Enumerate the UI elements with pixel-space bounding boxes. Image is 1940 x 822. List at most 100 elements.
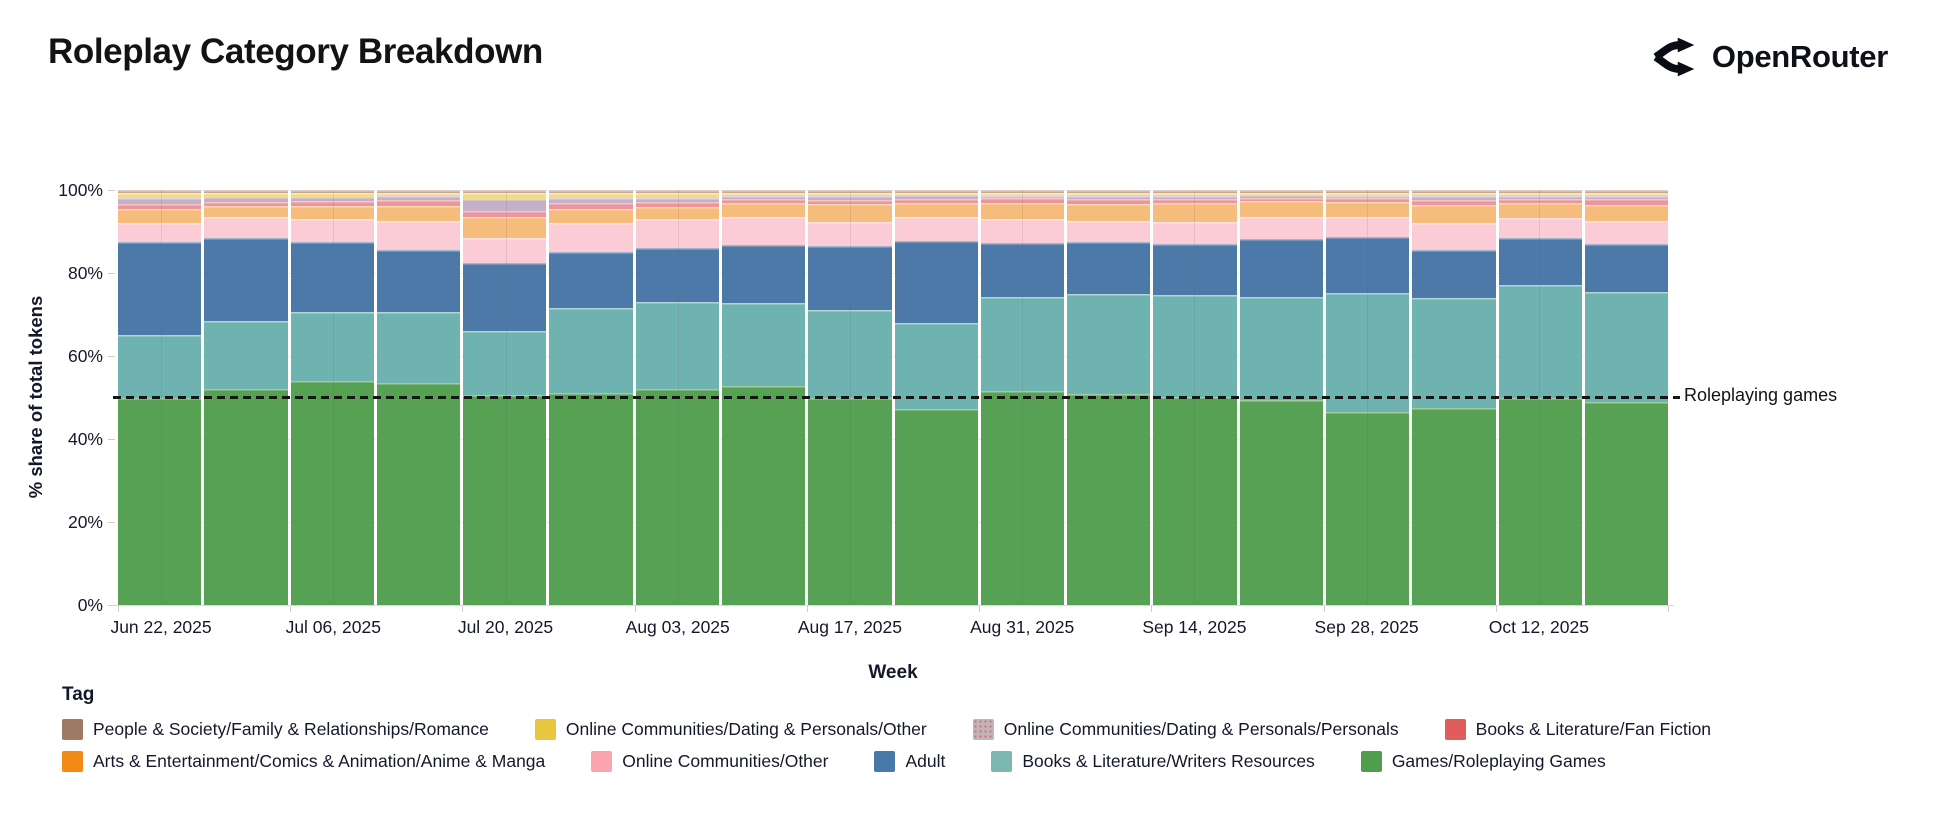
bar-segment-dating-other[interactable] [1325, 192, 1410, 196]
bar-segment-dating-other[interactable] [463, 192, 547, 200]
bar-segment-anime-manga[interactable] [1239, 200, 1323, 217]
bar-segment-romance[interactable] [808, 190, 892, 193]
bar-aug-17-2025[interactable] [808, 190, 892, 605]
bar-segment-romance[interactable] [894, 190, 978, 193]
bar-segment-roleplaying-games[interactable] [635, 389, 719, 605]
bar-segment-writers-resources[interactable] [1412, 297, 1496, 408]
bar-segment-roleplaying-games[interactable] [463, 395, 547, 605]
bar-segment-online-communities-other[interactable] [635, 219, 719, 249]
bar-segment-adult[interactable] [1239, 239, 1323, 298]
bar-segment-adult[interactable] [463, 262, 547, 332]
bar-segment-dating-personals[interactable] [1325, 195, 1410, 199]
bar-segment-fan-fiction[interactable] [721, 199, 806, 204]
bar-segment-roleplaying-games[interactable] [980, 390, 1065, 605]
bar-segment-writers-resources[interactable] [1498, 285, 1582, 398]
bar-segment-dating-other[interactable] [1498, 192, 1582, 196]
bar-segment-romance[interactable] [1325, 190, 1410, 193]
bar-segment-online-communities-other[interactable] [118, 223, 202, 242]
bar-segment-writers-resources[interactable] [980, 297, 1065, 391]
bar-segment-online-communities-other[interactable] [376, 221, 461, 251]
bar-segment-adult[interactable] [204, 237, 288, 321]
bar-segment-fan-fiction[interactable] [463, 210, 547, 218]
bar-segment-adult[interactable] [376, 250, 461, 313]
bar-segment-dating-other[interactable] [118, 192, 202, 198]
bar-segment-anime-manga[interactable] [1325, 202, 1410, 217]
bar-segment-dating-other[interactable] [1584, 192, 1669, 196]
bar-segment-writers-resources[interactable] [376, 312, 461, 383]
bar-segment-dating-personals[interactable] [1153, 195, 1237, 199]
bar-segment-roleplaying-games[interactable] [721, 385, 806, 605]
bar-segment-adult[interactable] [1584, 243, 1669, 292]
bar-segment-fan-fiction[interactable] [118, 203, 202, 209]
bar-segment-anime-manga[interactable] [118, 208, 202, 224]
bar-segment-dating-personals[interactable] [894, 195, 978, 199]
bar-segment-romance[interactable] [376, 190, 461, 193]
bar-segment-roleplaying-games[interactable] [204, 389, 288, 605]
bar-segment-writers-resources[interactable] [1239, 297, 1323, 400]
bar-segment-romance[interactable] [980, 190, 1065, 193]
bar-segment-adult[interactable] [1325, 237, 1410, 293]
bar-segment-dating-personals[interactable] [1067, 196, 1151, 200]
bar-segment-roleplaying-games[interactable] [1239, 400, 1323, 605]
bar-segment-online-communities-other[interactable] [808, 221, 892, 247]
bar-segment-dating-other[interactable] [721, 192, 806, 196]
bar-segment-roleplaying-games[interactable] [549, 393, 633, 605]
bar-segment-anime-manga[interactable] [1153, 203, 1237, 222]
legend-item-romance[interactable]: People & Society/Family & Relationships/… [62, 719, 489, 740]
bar-segment-romance[interactable] [290, 190, 374, 193]
bar-segment-roleplaying-games[interactable] [1153, 396, 1237, 605]
bar-segment-anime-manga[interactable] [980, 202, 1065, 220]
bar-segment-writers-resources[interactable] [463, 331, 547, 396]
bar-segment-dating-personals[interactable] [635, 197, 719, 203]
bar-segment-roleplaying-games[interactable] [808, 397, 892, 605]
legend-item-adult[interactable]: Adult [874, 751, 945, 772]
bar-segment-dating-personals[interactable] [1498, 195, 1582, 199]
bar-segment-dating-personals[interactable] [118, 197, 202, 204]
bar-segment-romance[interactable] [1584, 190, 1669, 193]
bar-segment-romance[interactable] [1498, 190, 1582, 193]
bar-segment-writers-resources[interactable] [1325, 292, 1410, 413]
bar-segment-online-communities-other[interactable] [721, 217, 806, 245]
bar-segment-adult[interactable] [549, 252, 633, 309]
bar-segment-online-communities-other[interactable] [980, 219, 1065, 244]
bar-segment-dating-personals[interactable] [1584, 195, 1669, 200]
bar-segment-anime-manga[interactable] [1067, 204, 1151, 221]
bar-segment-online-communities-other[interactable] [1067, 220, 1151, 243]
bar-segment-writers-resources[interactable] [118, 335, 202, 398]
bar-segment-roleplaying-games[interactable] [1498, 397, 1582, 605]
bar-segment-roleplaying-games[interactable] [118, 397, 202, 605]
bar-segment-romance[interactable] [549, 190, 633, 193]
bar-jul-06-2025[interactable] [290, 190, 374, 605]
legend-item-anime-manga[interactable]: Arts & Entertainment/Comics & Animation/… [62, 751, 545, 772]
bar-segment-writers-resources[interactable] [1067, 293, 1151, 395]
bar-segment-fan-fiction[interactable] [1498, 198, 1582, 204]
bar-segment-fan-fiction[interactable] [1067, 199, 1151, 205]
bar-segment-fan-fiction[interactable] [1153, 198, 1237, 204]
bar-oct-05-2025[interactable] [1412, 190, 1496, 605]
legend-item-dating-other[interactable]: Online Communities/Dating & Personals/Ot… [534, 719, 927, 740]
bar-segment-anime-manga[interactable] [894, 203, 978, 217]
bar-segment-dating-personals[interactable] [1412, 196, 1496, 200]
bar-segment-dating-personals[interactable] [463, 199, 547, 211]
bar-segment-online-communities-other[interactable] [1498, 218, 1582, 238]
bar-oct-12-2025[interactable] [1498, 190, 1582, 605]
bar-aug-10-2025[interactable] [721, 190, 806, 605]
bar-segment-writers-resources[interactable] [1153, 294, 1237, 397]
bar-segment-online-communities-other[interactable] [549, 223, 633, 253]
bar-segment-anime-manga[interactable] [1412, 204, 1496, 224]
bar-segment-romance[interactable] [204, 190, 288, 193]
legend-item-online-communities-other[interactable]: Online Communities/Other [591, 751, 828, 772]
bar-segment-online-communities-other[interactable] [463, 237, 547, 263]
bar-segment-dating-other[interactable] [894, 192, 978, 196]
legend-item-roleplaying-games[interactable]: Games/Roleplaying Games [1360, 751, 1606, 772]
bar-segment-fan-fiction[interactable] [1325, 198, 1410, 203]
bar-segment-adult[interactable] [721, 244, 806, 303]
bar-segment-writers-resources[interactable] [808, 309, 892, 398]
bar-segment-writers-resources[interactable] [1584, 291, 1669, 402]
bar-segment-romance[interactable] [635, 190, 719, 193]
bar-segment-online-communities-other[interactable] [1239, 216, 1323, 239]
bar-segment-dating-personals[interactable] [980, 195, 1065, 199]
bar-segment-fan-fiction[interactable] [894, 198, 978, 204]
bar-segment-dating-personals[interactable] [204, 197, 288, 202]
bar-segment-fan-fiction[interactable] [290, 201, 374, 206]
